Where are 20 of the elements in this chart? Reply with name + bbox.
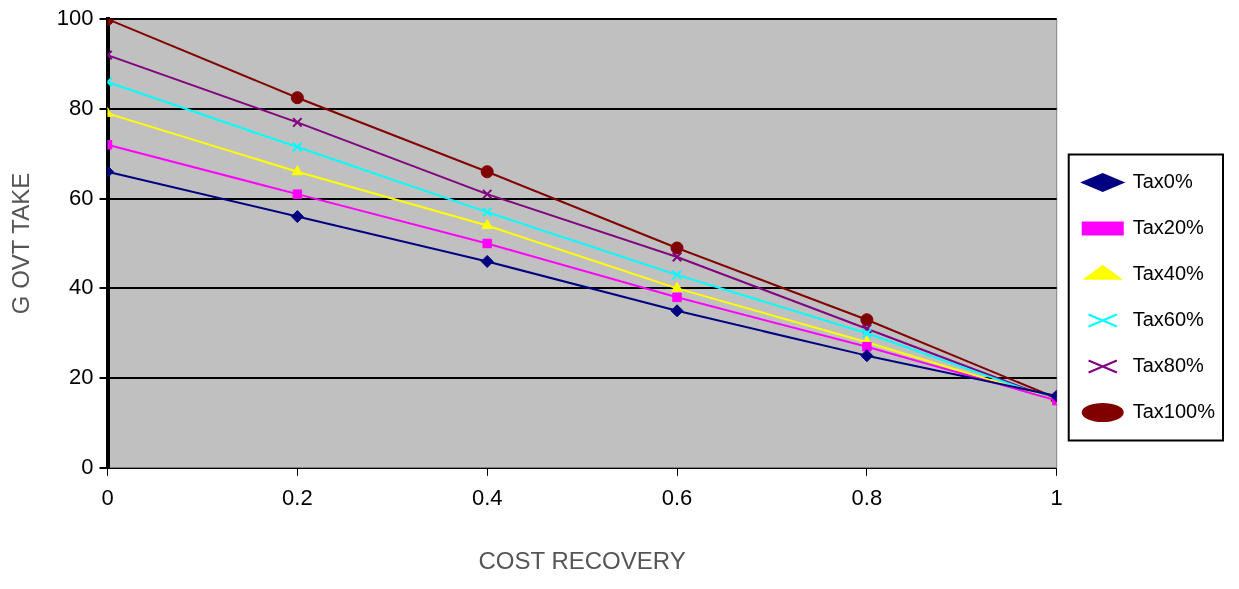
x-tick-label: 1 xyxy=(1050,485,1063,511)
legend-label: Tax100% xyxy=(1132,400,1216,423)
x-tick-label: 0.2 xyxy=(282,485,313,511)
y-axis-title: G OVT TAKE xyxy=(7,172,35,315)
x-tick-label: 0.6 xyxy=(661,485,693,511)
y-tick-label: 80 xyxy=(69,94,94,120)
legend-label: Tax60% xyxy=(1132,308,1205,331)
legend-label: Tax80% xyxy=(1132,354,1205,377)
y-tick-label: 20 xyxy=(69,364,94,390)
y-tick-label: 40 xyxy=(69,274,94,300)
y-tick-label: 100 xyxy=(56,5,94,31)
y-tick-label: 60 xyxy=(69,184,94,210)
x-tick-label: 0.8 xyxy=(851,485,883,511)
x-axis-title: COST RECOVERY xyxy=(478,547,686,575)
x-tick-label: 0 xyxy=(101,485,114,511)
legend-label: Tax20% xyxy=(1132,216,1205,239)
legend-label: Tax0% xyxy=(1132,170,1193,193)
y-tick-label: 0 xyxy=(81,453,94,479)
legend-label: Tax40% xyxy=(1132,262,1205,285)
x-tick-label: 0.4 xyxy=(471,485,503,511)
